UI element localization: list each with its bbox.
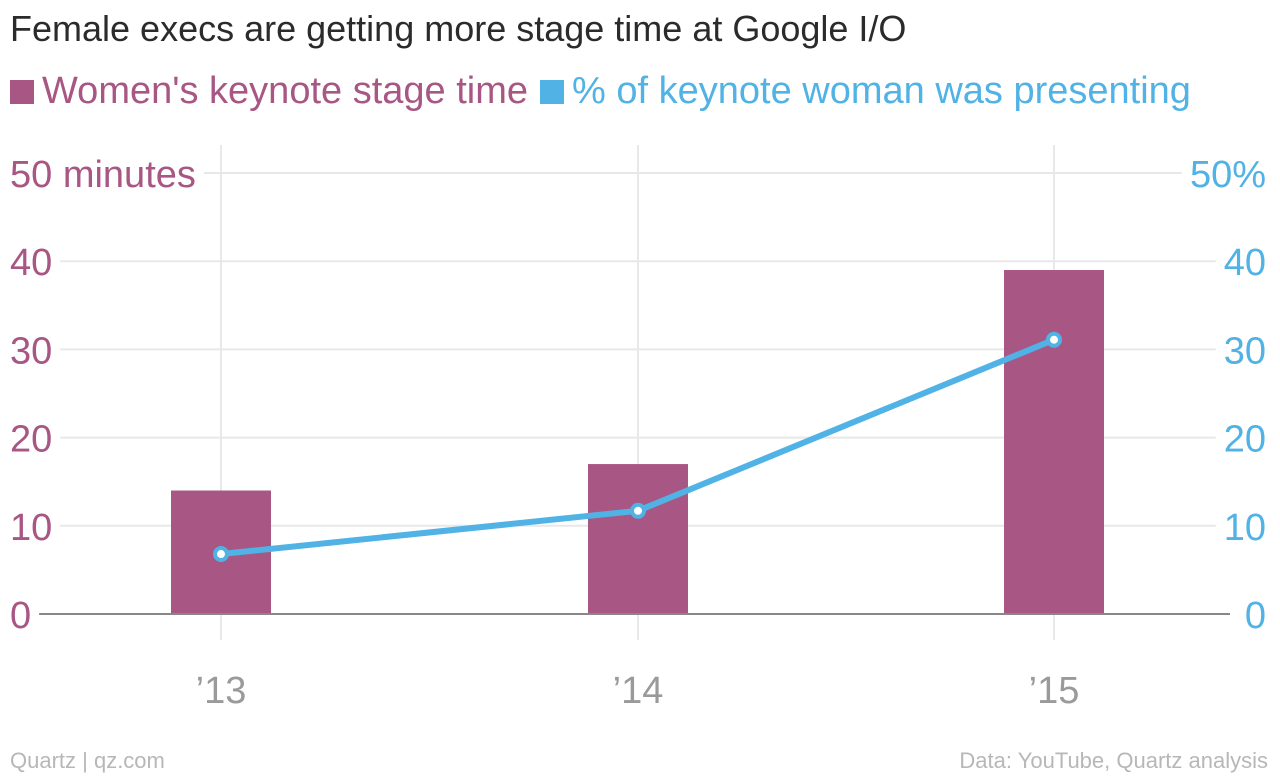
tick-label-background [8, 242, 61, 285]
left-axis-tick-label: 50 minutes [10, 154, 196, 196]
right-axis-tick-label: 50% [1190, 154, 1266, 196]
right-axis-tick-label: 10 [1224, 507, 1266, 549]
legend-item-stage-time: Women's keynote stage time [10, 70, 528, 113]
left-axis-tick-label: 30 [10, 330, 52, 372]
bar [1004, 270, 1104, 614]
tick-label-background [1215, 506, 1270, 549]
x-axis-tick-label: ’13 [196, 670, 247, 712]
left-axis-tick-label: 20 [10, 419, 52, 461]
bar [588, 464, 688, 614]
tick-label-background [1236, 595, 1270, 637]
x-axis-tick-label: ’15 [1029, 670, 1080, 712]
tick-label-background [8, 595, 40, 637]
line-point [213, 546, 229, 563]
tick-label-background [1215, 242, 1270, 285]
right-axis-tick-label: 0 [1245, 595, 1266, 637]
legend-swatch-percent-presenting [540, 79, 565, 104]
left-axis-tick-label: 10 [10, 507, 52, 549]
line-point [1046, 331, 1062, 348]
tick-label-background [1215, 418, 1270, 461]
data-credit: Data: YouTube, Quartz analysis [959, 748, 1268, 773]
tick-label-background [8, 330, 61, 373]
x-axis-tick-label: ’14 [613, 670, 664, 712]
chart-title: Female execs are getting more stage time… [10, 8, 907, 49]
line-point [630, 502, 646, 519]
tick-label-background [1215, 330, 1270, 373]
legend-swatch-stage-time [10, 79, 34, 104]
legend: Women's keynote stage time % of keynote … [10, 70, 1203, 113]
right-axis-tick-label: 20 [1224, 419, 1266, 461]
right-axis-tick-label: 30 [1224, 330, 1266, 372]
left-axis-tick-label: 0 [10, 595, 31, 637]
legend-label-percent-presenting: % of keynote woman was presenting [572, 70, 1191, 112]
legend-label-stage-time: Women's keynote stage time [42, 70, 529, 112]
legend-item-percent-presenting: % of keynote woman was presenting [540, 70, 1191, 113]
source-label: Quartz | qz.com [10, 748, 165, 773]
tick-label-background [8, 154, 204, 196]
tick-label-background [8, 506, 61, 549]
left-axis-tick-label: 40 [10, 242, 52, 284]
tick-label-background [8, 418, 61, 461]
tick-label-background [1181, 154, 1270, 196]
right-axis-tick-label: 40 [1224, 242, 1266, 284]
